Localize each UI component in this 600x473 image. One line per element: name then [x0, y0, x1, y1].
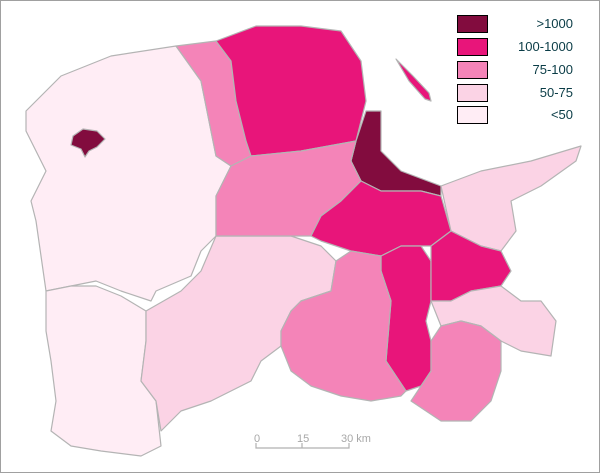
region — [280, 250, 407, 402]
scale-tick-label: 0 — [254, 433, 261, 445]
legend-label: 75-100 — [532, 62, 573, 77]
legend-item: <50 — [457, 106, 587, 126]
legend-label: >1000 — [536, 16, 573, 31]
legend-item: 75-100 — [457, 61, 587, 81]
legend-item: 50-75 — [457, 84, 587, 104]
legend-label: 50-75 — [539, 85, 573, 100]
legend-swatch — [457, 106, 488, 124]
city-region — [70, 128, 106, 158]
legend-swatch — [457, 61, 488, 79]
hel-peninsula — [395, 58, 432, 102]
legend-label: <50 — [550, 107, 573, 122]
scale-tick-label: 15 — [297, 433, 310, 445]
legend-swatch — [457, 38, 488, 56]
legend-swatch — [457, 15, 488, 33]
scale-tick-label: 30 km — [341, 433, 371, 445]
legend-item: 100-1000 — [457, 38, 587, 58]
legend-swatch — [457, 84, 488, 102]
region — [440, 145, 582, 252]
legend-item: >1000 — [457, 15, 587, 35]
region — [25, 45, 232, 302]
region — [410, 320, 502, 422]
region — [45, 285, 162, 457]
legend-label: 100-1000 — [518, 39, 573, 54]
